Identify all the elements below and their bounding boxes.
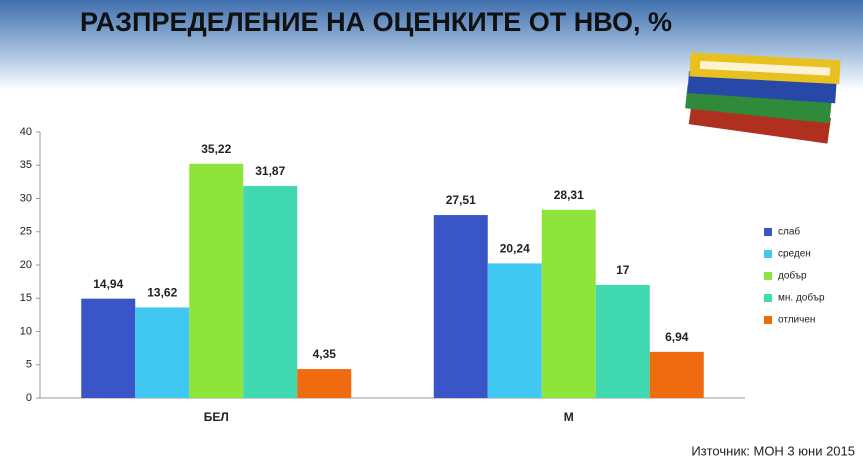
data-label: 6,94 bbox=[665, 330, 689, 344]
y-tick-label: 0 bbox=[26, 392, 32, 404]
bar bbox=[81, 298, 136, 398]
y-tick-label: 10 bbox=[20, 325, 32, 337]
data-label: 35,22 bbox=[201, 142, 231, 156]
data-label: 17 bbox=[616, 263, 630, 277]
bar bbox=[649, 351, 704, 398]
bar bbox=[433, 215, 488, 398]
y-tick-label: 40 bbox=[20, 126, 32, 138]
legend-label: слаб bbox=[778, 226, 800, 238]
y-tick-label: 30 bbox=[20, 192, 32, 204]
bar bbox=[541, 209, 596, 398]
x-tick-label: БЕЛ bbox=[204, 410, 229, 424]
legend-swatch bbox=[764, 228, 772, 236]
legend-swatch bbox=[764, 294, 772, 302]
legend-swatch bbox=[764, 250, 772, 258]
bar bbox=[243, 186, 298, 398]
data-label: 13,62 bbox=[147, 286, 177, 300]
legend-label: среден bbox=[778, 249, 811, 260]
y-tick-label: 15 bbox=[20, 292, 32, 304]
data-label: 20,24 bbox=[500, 242, 530, 256]
data-label: 4,35 bbox=[313, 347, 337, 361]
data-label: 28,31 bbox=[554, 188, 584, 202]
source-note: Източник: МОН 3 юни 2015 bbox=[691, 443, 855, 458]
data-label: 27,51 bbox=[446, 193, 476, 207]
legend-label: мн. добър bbox=[778, 292, 825, 304]
y-tick-label: 5 bbox=[26, 359, 32, 371]
chart-title: РАЗПРЕДЕЛЕНИЕ НА ОЦЕНКИТЕ ОТ НВО, % bbox=[80, 7, 672, 37]
legend-label: добър bbox=[778, 270, 807, 282]
bar bbox=[189, 163, 244, 398]
books-illustration bbox=[685, 52, 841, 144]
y-tick-label: 20 bbox=[20, 259, 32, 271]
data-label: 31,87 bbox=[255, 164, 285, 178]
bar bbox=[487, 263, 542, 398]
y-tick-label: 25 bbox=[20, 226, 32, 238]
bar bbox=[135, 307, 190, 398]
data-label: 14,94 bbox=[93, 277, 123, 291]
legend-swatch bbox=[764, 272, 772, 280]
y-tick-label: 35 bbox=[20, 159, 32, 171]
bar bbox=[297, 369, 352, 398]
legend-swatch bbox=[764, 316, 772, 324]
legend-label: отличен bbox=[778, 315, 815, 326]
bar bbox=[595, 284, 650, 398]
x-tick-label: М bbox=[564, 410, 574, 424]
